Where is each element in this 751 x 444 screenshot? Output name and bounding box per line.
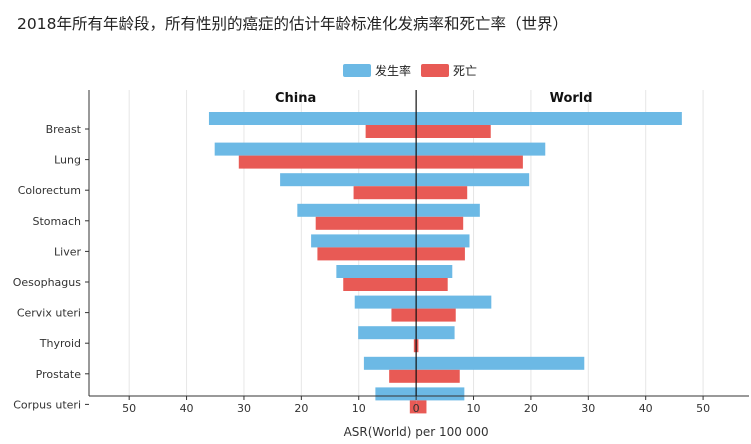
x-tick-label-7: 20 bbox=[524, 402, 538, 415]
bar-china-incidence-2 bbox=[280, 173, 417, 187]
x-tick-label-1: 40 bbox=[180, 402, 194, 415]
x-tick-label-2: 30 bbox=[237, 402, 251, 415]
legend-swatch-incidence bbox=[343, 64, 371, 77]
bar-china-incidence-9 bbox=[375, 387, 417, 401]
legend-item-mortality[interactable]: 死亡 bbox=[421, 62, 477, 79]
bar-world-mortality-5 bbox=[416, 278, 448, 291]
category-label-5: Oesophagus bbox=[13, 276, 82, 289]
bar-world-incidence-5 bbox=[416, 265, 453, 278]
x-tick-label-10: 50 bbox=[696, 402, 710, 415]
x-tick-label-9: 40 bbox=[639, 402, 653, 415]
bar-china-mortality-1 bbox=[238, 155, 417, 169]
bar-world-mortality-6 bbox=[416, 308, 456, 322]
bar-world-mortality-2 bbox=[416, 186, 468, 200]
bar-china-mortality-3 bbox=[315, 216, 417, 230]
category-label-8: Prostate bbox=[36, 368, 82, 381]
bar-china-incidence-4 bbox=[311, 234, 417, 248]
legend-label-incidence: 发生率 bbox=[375, 64, 412, 78]
chart-title: 2018年所有年龄段，所有性别的癌症的估计年龄标准化发病率和死亡率（世界） bbox=[17, 15, 568, 33]
bar-world-mortality-1 bbox=[416, 155, 523, 169]
legend-swatch-mortality bbox=[421, 64, 450, 77]
bar-world-incidence-0 bbox=[416, 112, 682, 125]
bar-world-mortality-7 bbox=[416, 339, 419, 353]
x-tick-label-3: 20 bbox=[294, 402, 308, 415]
bar-china-mortality-4 bbox=[317, 247, 417, 261]
bar-china-mortality-9 bbox=[409, 400, 417, 414]
bar-world-mortality-8 bbox=[416, 369, 460, 383]
bar-world-mortality-4 bbox=[416, 247, 465, 261]
bar-china-incidence-7 bbox=[358, 326, 417, 340]
x-tick-label-4: 10 bbox=[352, 402, 366, 415]
bar-china-incidence-5 bbox=[336, 265, 417, 278]
bar-china-incidence-3 bbox=[297, 203, 417, 217]
category-label-9: Corpus uteri bbox=[13, 398, 81, 411]
bar-world-incidence-2 bbox=[416, 173, 530, 187]
legend[interactable]: 发生率 死亡 bbox=[343, 62, 487, 79]
category-label-6: Cervix uteri bbox=[17, 307, 81, 320]
x-tick-label-5: 0 bbox=[413, 402, 420, 415]
legend-item-incidence[interactable]: 发生率 bbox=[343, 62, 411, 79]
category-label-0: Breast bbox=[46, 123, 82, 136]
category-label-7: Thyroid bbox=[39, 337, 81, 350]
bar-world-mortality-0 bbox=[416, 125, 491, 138]
bar-china-mortality-0 bbox=[365, 125, 417, 138]
bar-china-mortality-8 bbox=[389, 369, 417, 383]
legend-label-mortality: 死亡 bbox=[453, 64, 478, 78]
bar-world-incidence-7 bbox=[416, 326, 455, 340]
bar-china-mortality-2 bbox=[353, 186, 417, 200]
panel-label-china: China bbox=[275, 91, 316, 106]
bar-world-incidence-4 bbox=[416, 234, 470, 248]
bar-world-incidence-6 bbox=[416, 295, 492, 309]
bar-world-mortality-3 bbox=[416, 216, 464, 230]
bar-china-incidence-1 bbox=[214, 142, 417, 156]
x-tick-label-8: 30 bbox=[581, 402, 595, 415]
panel-label-world: World bbox=[550, 91, 593, 106]
x-tick-label-6: 10 bbox=[467, 402, 481, 415]
bar-world-mortality-9 bbox=[416, 400, 427, 414]
category-label-2: Colorectum bbox=[18, 184, 81, 197]
bar-china-incidence-8 bbox=[363, 356, 417, 370]
bar-china-incidence-6 bbox=[354, 295, 417, 309]
bar-china-incidence-0 bbox=[208, 112, 417, 125]
bar-world-incidence-9 bbox=[416, 387, 465, 401]
bar-china-mortality-6 bbox=[391, 308, 417, 322]
category-label-1: Lung bbox=[54, 154, 81, 167]
category-label-3: Stomach bbox=[32, 215, 81, 228]
bar-world-incidence-8 bbox=[416, 356, 585, 370]
bar-world-incidence-1 bbox=[416, 142, 546, 156]
x-tick-label-0: 50 bbox=[122, 402, 136, 415]
bar-world-incidence-3 bbox=[416, 203, 480, 217]
bar-china-mortality-5 bbox=[343, 278, 417, 291]
x-axis-label: ASR(World) per 100 000 bbox=[344, 425, 489, 439]
category-label-4: Liver bbox=[54, 245, 81, 258]
bar-china-mortality-7 bbox=[413, 339, 417, 353]
